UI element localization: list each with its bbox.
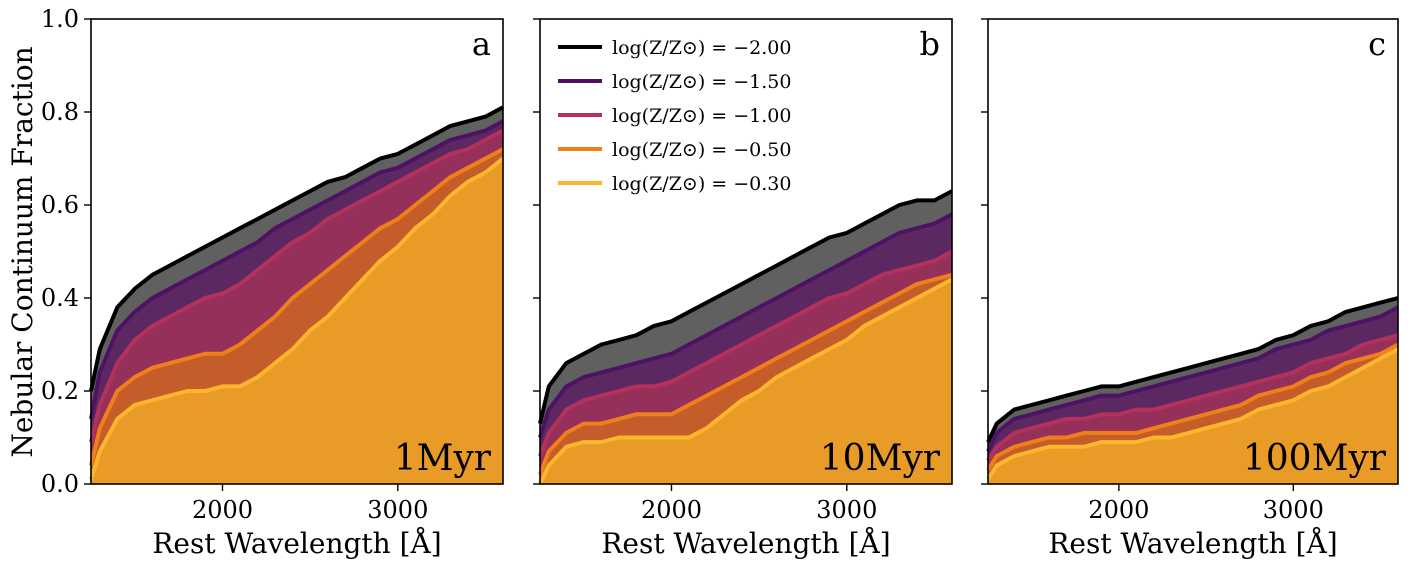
series-line xyxy=(986,347,1399,481)
series-line xyxy=(538,249,953,457)
panel-letter: b xyxy=(920,25,940,63)
series-area xyxy=(91,158,503,484)
y-tick-label: 0.2 xyxy=(41,377,79,405)
legend-label: log(Z/Z⊙) = −2.00 xyxy=(612,37,791,59)
axis-ticks: 2000 3000 xyxy=(981,18,1324,524)
series-line xyxy=(89,119,504,420)
series-line xyxy=(89,128,504,443)
y-tick-label: 0.4 xyxy=(41,284,79,312)
legend-label: log(Z/Z⊙) = −1.50 xyxy=(612,71,791,93)
panel-a: 2000 3000 0.0 0.2 0.4 0.6 0.8 1.0 a 1Myr Rest W… xyxy=(41,5,505,560)
legend-label: log(Z/Z⊙) = −1.00 xyxy=(612,105,791,127)
series-line xyxy=(986,342,1399,472)
x-tick-label: 3000 xyxy=(816,496,877,524)
y-tick-label: 0.6 xyxy=(41,191,79,219)
axis-ticks: 2000 3000 xyxy=(533,18,877,524)
panel-age-label: 1Myr xyxy=(394,438,492,479)
y-tick-label: 1.0 xyxy=(41,5,79,33)
legend-label: log(Z/Z⊙) = −0.50 xyxy=(612,139,791,161)
legend-label: log(Z/Z⊙) = −0.30 xyxy=(612,173,791,195)
x-axis-label: Rest Wavelength [Å] xyxy=(1048,527,1337,560)
y-axis-label: Nebular Continuum Fraction xyxy=(6,46,39,457)
series-line xyxy=(538,189,953,425)
series-line xyxy=(986,333,1399,462)
panel-age-label: 10Myr xyxy=(820,438,941,479)
x-tick-label: 2000 xyxy=(192,496,253,524)
panel-letter: a xyxy=(472,25,491,63)
axes-frame xyxy=(539,18,953,485)
series-lines xyxy=(986,296,1399,481)
panel-b: 2000 3000 b 10Myr Rest Wavelength [Å] log… xyxy=(533,18,953,560)
series-line xyxy=(89,156,505,480)
x-tick-label: 3000 xyxy=(367,496,428,524)
series-line xyxy=(89,147,504,466)
y-tick-label: 0.8 xyxy=(41,98,79,126)
legend: log(Z/Z⊙) = −2.00 log(Z/Z⊙) = −1.50 log(Z/… xyxy=(558,37,791,195)
axes-frame xyxy=(987,18,1399,485)
series-line xyxy=(89,105,504,392)
series-line xyxy=(986,305,1399,453)
series-line xyxy=(538,212,953,439)
x-tick-label: 3000 xyxy=(1263,496,1324,524)
y-tick-label: 0.0 xyxy=(41,470,79,498)
series-lines xyxy=(538,189,953,485)
series-line xyxy=(986,296,1399,443)
series-areas xyxy=(540,191,952,485)
series-line xyxy=(538,272,953,476)
axes-frame xyxy=(90,18,504,485)
x-tick-label: 2000 xyxy=(641,496,702,524)
x-tick-label: 2000 xyxy=(1088,496,1149,524)
series-area xyxy=(988,349,1398,484)
series-area xyxy=(540,279,952,484)
x-axis-label: Rest Wavelength [Å] xyxy=(152,527,441,560)
panel-age-label: 100Myr xyxy=(1243,438,1387,479)
series-line xyxy=(538,277,953,485)
x-axis-label: Rest Wavelength [Å] xyxy=(601,527,890,560)
axis-ticks: 2000 3000 0.0 0.2 0.4 0.6 0.8 1.0 xyxy=(41,5,429,524)
series-lines xyxy=(89,105,505,480)
panel-letter: c xyxy=(1368,25,1386,63)
panel-c: 2000 3000 c 100Myr Rest Wavelength [Å] xyxy=(981,18,1399,560)
